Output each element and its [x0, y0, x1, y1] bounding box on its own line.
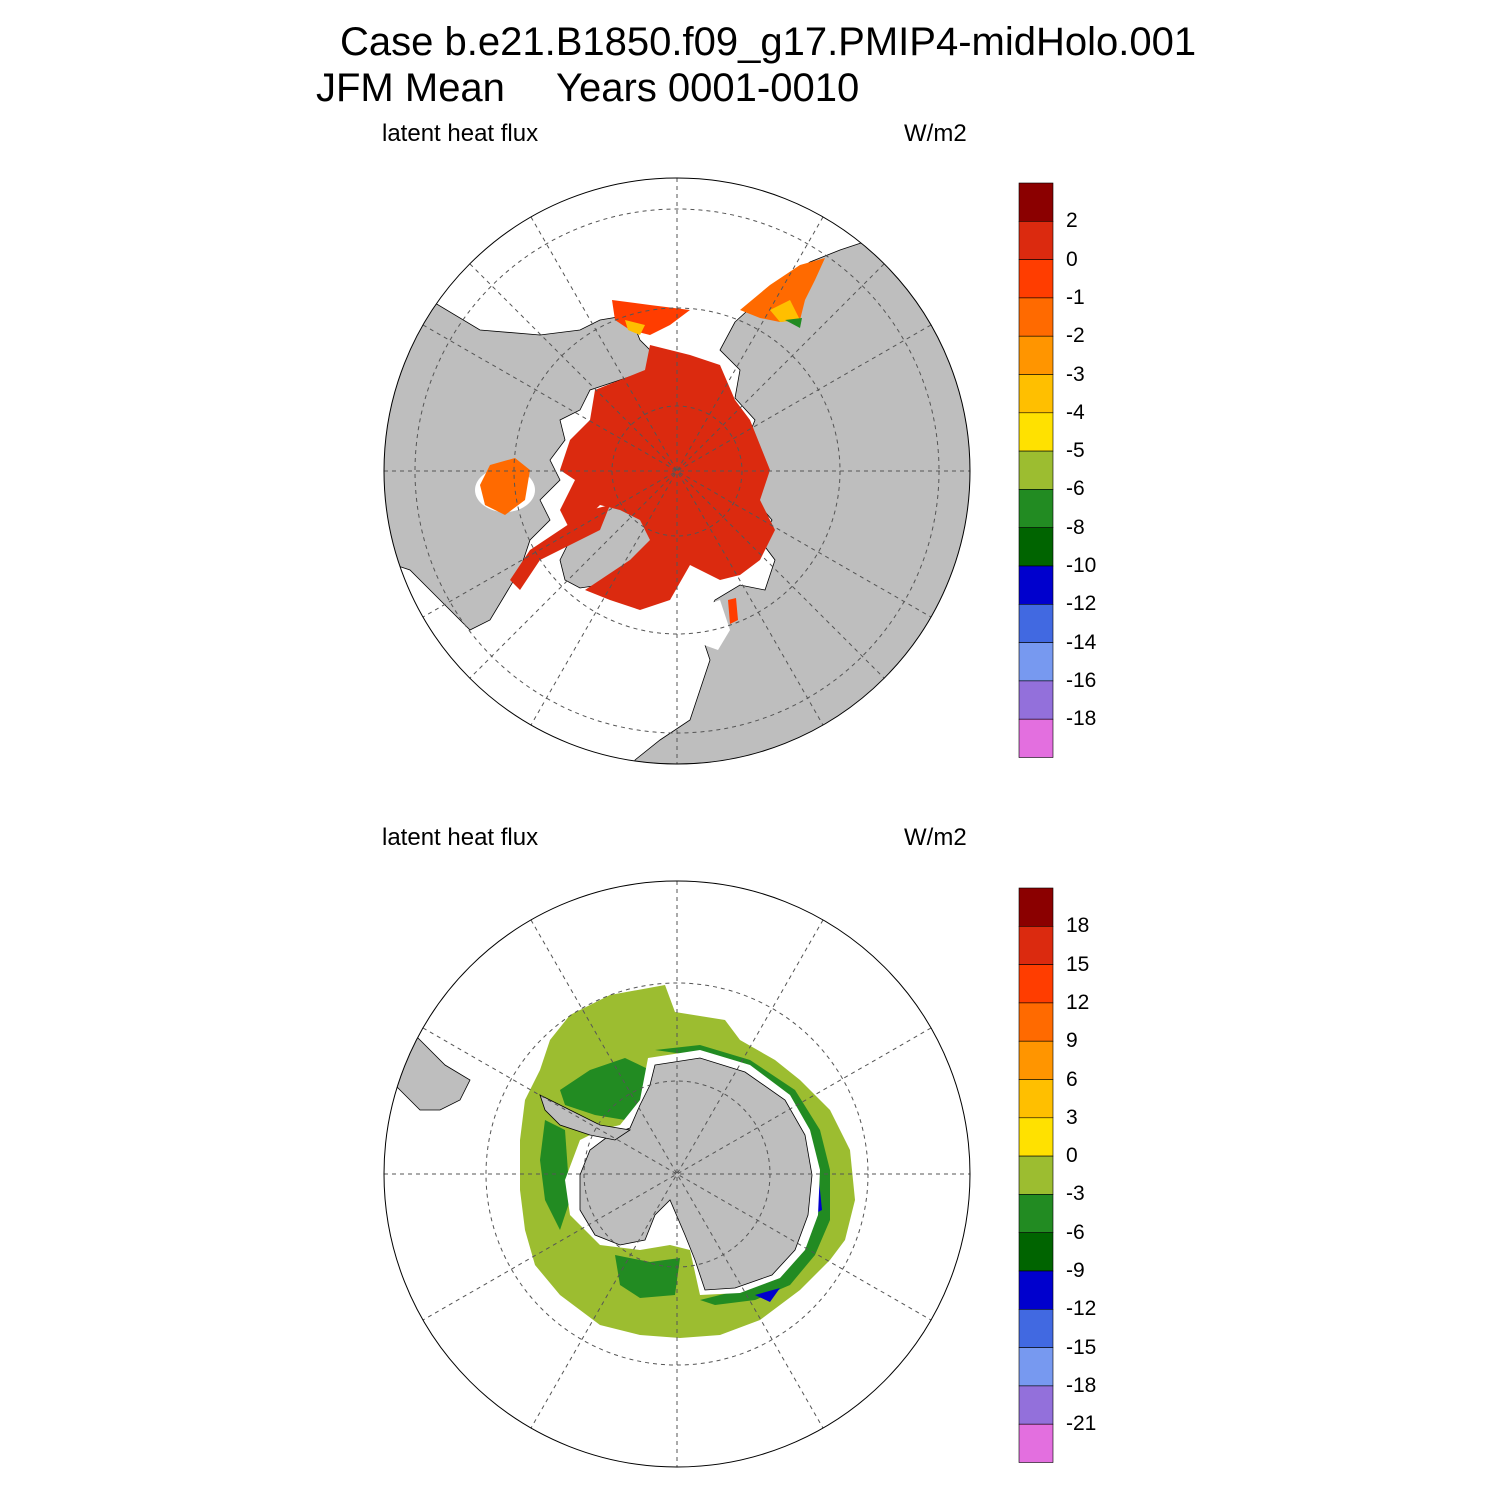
north-flux-hudson: [480, 458, 530, 515]
figure-title-years: Years 0001-0010: [556, 66, 860, 110]
south-colorbar-box: [1018, 887, 1054, 927]
south-colorbar-box: [1018, 1423, 1054, 1463]
north-colorbar-tick-label: -10: [1066, 554, 1097, 577]
south-colorbar-tick-label: -18: [1066, 1373, 1097, 1397]
south-flux-ross: [615, 1255, 680, 1298]
north-polar-map: [383, 177, 971, 765]
south-colorbar-box: [1018, 1194, 1054, 1234]
north-variable-label: latent heat flux: [382, 120, 539, 147]
north-flux-arctic: [560, 345, 775, 610]
north-colorbar: [1018, 182, 1054, 758]
south-flux-weddell: [560, 1058, 650, 1120]
south-colorbar-box: [1018, 1385, 1054, 1425]
south-colorbar-tick-label: -12: [1066, 1297, 1097, 1321]
north-colorbar-box: [1018, 374, 1054, 414]
north-colorbar-tick-label: -8: [1066, 515, 1085, 539]
north-flux-okhotsk: [740, 258, 825, 322]
north-colorbar-tick-label: -4: [1066, 400, 1085, 424]
south-colorbar-tick-label: 18: [1066, 914, 1090, 938]
south-variable-label: latent heat flux: [382, 824, 539, 851]
north-colorbar-box: [1018, 182, 1054, 222]
south-colorbar-box: [1018, 1309, 1054, 1348]
south-colorbar-tick-label: 0: [1066, 1144, 1078, 1168]
north-colorbar-box: [1018, 680, 1054, 720]
north-colorbar-box: [1018, 259, 1054, 299]
north-colorbar-box: [1018, 565, 1054, 605]
south-colorbar-box: [1018, 964, 1054, 1004]
north-colorbar-tick-label: -3: [1066, 362, 1085, 386]
north-colorbar-box: [1018, 642, 1054, 682]
south-colorbar-tick-label: -9: [1066, 1259, 1085, 1282]
north-colorbar-tick-label: -6: [1066, 477, 1085, 501]
south-colorbar: [1018, 887, 1054, 1463]
south-colorbar-box: [1018, 925, 1054, 965]
north-colorbar-box: [1018, 718, 1054, 758]
south-colorbar-tick-label: -6: [1066, 1220, 1085, 1244]
south-colorbar-tick-label: -21: [1066, 1412, 1097, 1436]
north-flux-baltic: [728, 598, 738, 624]
south-colorbar-box: [1018, 1347, 1054, 1387]
north-colorbar-box: [1018, 412, 1054, 452]
north-colorbar-tick-label: -14: [1066, 630, 1097, 654]
north-colorbar-tick-label: -16: [1066, 668, 1097, 692]
north-colorbar-box: [1018, 221, 1054, 260]
north-units-label: W/m2: [904, 120, 967, 147]
north-colorbar-box: [1018, 450, 1054, 490]
figure-title-season: JFM Mean: [316, 66, 505, 110]
south-colorbar-tick-label: 6: [1066, 1067, 1078, 1091]
north-colorbar-box: [1018, 527, 1054, 567]
south-colorbar-tick-label: 3: [1066, 1105, 1078, 1129]
south-colorbar-box: [1018, 1270, 1054, 1310]
south-colorbar-box: [1018, 1040, 1054, 1080]
north-colorbar-box: [1018, 297, 1054, 337]
north-colorbar-tick-label: -5: [1066, 439, 1085, 463]
south-colorbar-box: [1018, 1002, 1054, 1042]
south-colorbar-box: [1018, 1117, 1054, 1157]
south-colorbar-tick-label: -3: [1066, 1182, 1085, 1206]
south-colorbar-tick-label: 9: [1066, 1029, 1078, 1053]
north-colorbar-tick-label: 2: [1066, 209, 1078, 233]
north-flux-baffin: [510, 505, 610, 590]
north-colorbar-tick-label: -18: [1066, 707, 1097, 731]
south-colorbar-box: [1018, 1079, 1054, 1119]
north-colorbar-tick-label: -12: [1066, 592, 1097, 616]
figure-title-line1: Case b.e21.B1850.f09_g17.PMIP4-midHolo.0…: [340, 20, 1197, 64]
south-colorbar-box: [1018, 1155, 1054, 1195]
north-colorbar-box: [1018, 335, 1054, 375]
south-colorbar-tick-label: -15: [1066, 1335, 1097, 1359]
north-colorbar-tick-label: -2: [1066, 324, 1085, 348]
south-colorbar-box: [1018, 1232, 1054, 1272]
north-colorbar-box: [1018, 489, 1054, 528]
south-colorbar-tick-label: 12: [1066, 990, 1090, 1014]
south-land-peninsula: [539, 1094, 632, 1141]
south-colorbar-tick-label: 15: [1066, 952, 1090, 976]
north-colorbar-box: [1018, 603, 1054, 643]
south-polar-map: [383, 880, 971, 1468]
north-colorbar-tick-label: 0: [1066, 247, 1078, 271]
south-units-label: W/m2: [904, 824, 967, 851]
north-colorbar-tick-label: -1: [1066, 285, 1085, 309]
